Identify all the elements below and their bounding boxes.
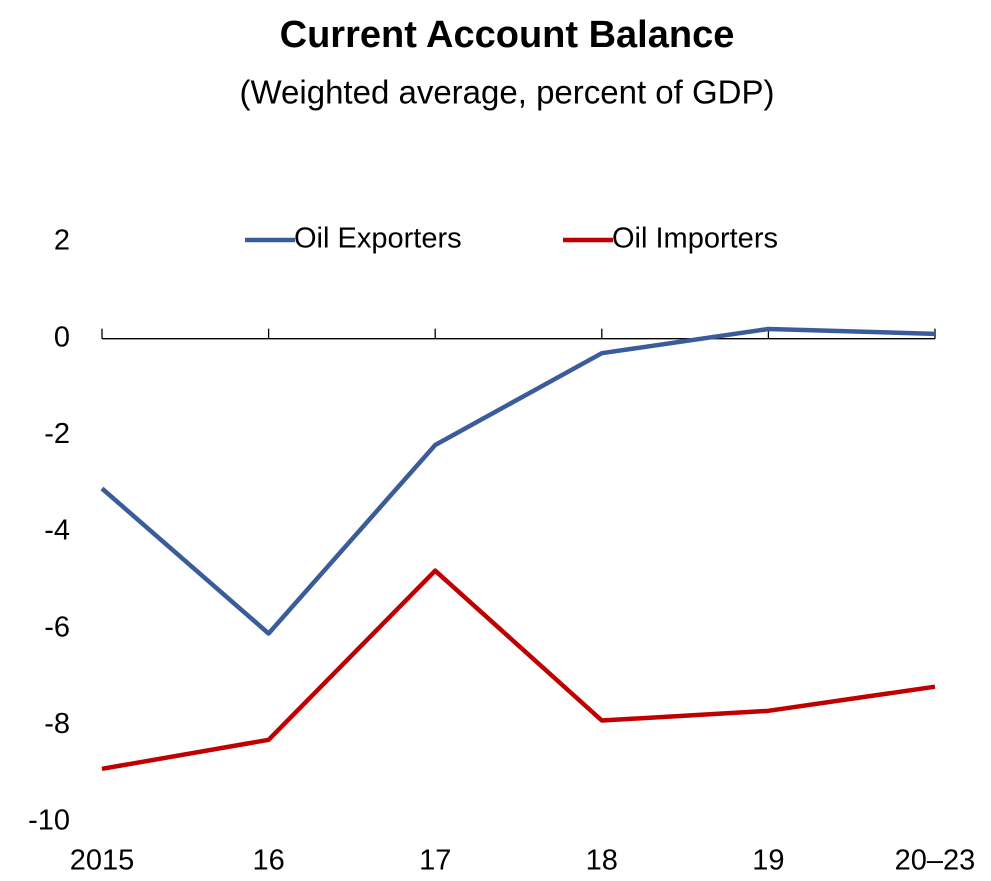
y-tick-label: -8 (44, 708, 70, 740)
series-line (101, 568, 936, 772)
y-tick-label: -4 (44, 515, 70, 547)
x-tick-label: 19 (752, 845, 784, 877)
chart-subtitle: (Weighted average, percent of GDP) (240, 74, 775, 111)
y-tick-label: -2 (44, 418, 70, 450)
x-tick-label: 20–23 (895, 845, 976, 877)
y-tick-label: -10 (28, 805, 70, 837)
x-tick-label: 18 (586, 845, 618, 877)
x-tick-label: 17 (419, 845, 451, 877)
legend-label: Oil Importers (612, 223, 778, 255)
x-tick-label: 2015 (70, 845, 135, 877)
legend-label: Oil Exporters (294, 223, 462, 255)
chart-title: Current Account Balance (280, 14, 735, 56)
x-tick-label: 16 (252, 845, 284, 877)
y-tick-label: 2 (54, 225, 70, 257)
y-tick-label: 0 (54, 321, 70, 353)
y-tick-label: -6 (44, 611, 70, 643)
series-line (100, 326, 936, 636)
